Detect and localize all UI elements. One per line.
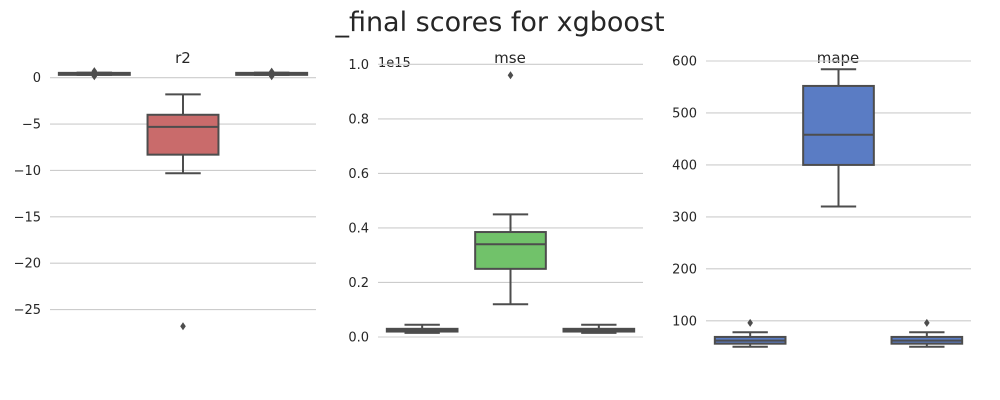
outlier-marker — [268, 72, 275, 81]
outlier-marker — [507, 71, 514, 80]
box-mse-3 — [562, 323, 636, 334]
box-body — [474, 231, 547, 270]
outlier-marker — [924, 318, 930, 327]
y-tick-label: 100 — [672, 314, 697, 329]
panel-mape: mape 100 200 300 400 500 600 — [672, 49, 971, 348]
y-tick-label: 200 — [672, 262, 697, 277]
outlier-marker — [91, 72, 98, 81]
panel-title-mse: mse — [494, 49, 526, 67]
y-tick-label: −25 — [14, 303, 41, 318]
y-tick-label: 0.2 — [348, 276, 369, 291]
box-body — [146, 113, 220, 156]
y-tick-label: −20 — [14, 257, 41, 272]
panel-title-r2: r2 — [175, 49, 191, 67]
y-tick-label: −15 — [14, 210, 41, 225]
box-mape-1 — [713, 318, 787, 348]
y-tick-label: −10 — [14, 164, 41, 179]
y-tick-label: 0.8 — [348, 112, 369, 127]
box-mse-2 — [474, 71, 547, 306]
panel-title-mape: mape — [817, 49, 860, 67]
outlier-marker — [91, 67, 98, 76]
y-tick-label: −5 — [22, 118, 41, 133]
box-mse-1 — [385, 323, 459, 334]
box-body — [802, 84, 875, 166]
y-tick-label: 1.0 — [348, 58, 369, 73]
gridlines-mse: 0.0 0.2 0.4 0.6 0.8 1.0 — [348, 58, 643, 346]
y-tick-label: 0.4 — [348, 221, 369, 236]
outlier-marker — [268, 67, 275, 76]
box-r2-3 — [235, 67, 309, 81]
y-tick-label: 300 — [672, 210, 697, 225]
panel-mse: mse 1e15 0.0 0.2 0.4 0.6 0.8 1.0 — [348, 49, 643, 346]
y-tick-label: 500 — [672, 106, 697, 121]
y-tick-label: 600 — [672, 54, 697, 69]
outlier-marker — [180, 322, 186, 331]
figure-title: _final scores for xgboost — [334, 7, 664, 38]
outlier-marker — [747, 318, 753, 327]
offset-text-mse: 1e15 — [378, 56, 411, 71]
box-mape-3 — [890, 318, 964, 348]
gridlines-r2: 0 −5 −10 −15 −20 −25 — [14, 71, 316, 318]
y-tick-label: 0 — [33, 71, 41, 86]
y-tick-label: 0.6 — [348, 167, 369, 182]
box-r2-2 — [146, 93, 220, 331]
y-tick-label: 400 — [672, 158, 697, 173]
panel-r2: r2 0 −5 −10 −15 −20 −25 — [14, 49, 316, 331]
box-r2-1 — [57, 67, 131, 81]
y-tick-label: 0.0 — [348, 331, 369, 346]
box-mape-2 — [802, 68, 875, 208]
